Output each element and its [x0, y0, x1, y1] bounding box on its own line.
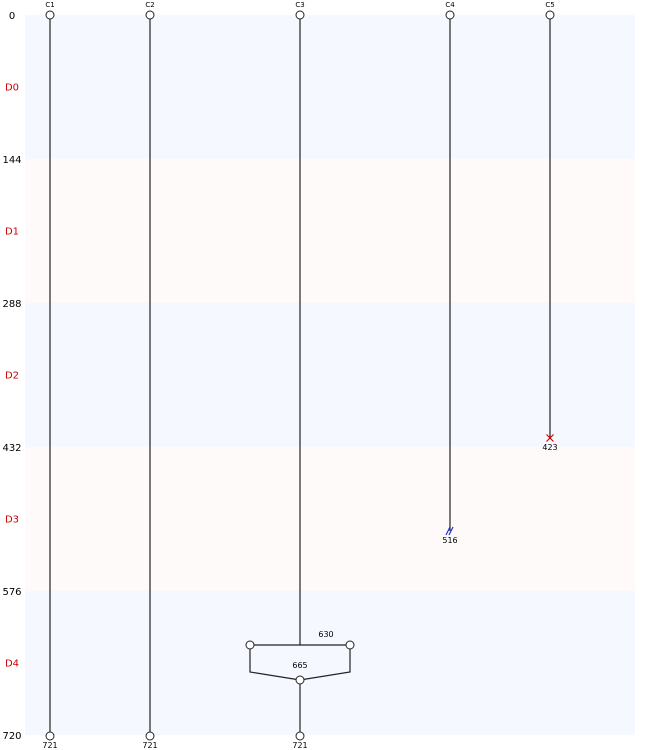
- band-label-d3: D3: [5, 515, 19, 526]
- column-start-node-c5: [545, 10, 555, 20]
- break-mark-c4: [445, 526, 451, 536]
- column-end-node-c2: [145, 731, 155, 741]
- column-label-c5: C5: [545, 1, 554, 9]
- column-end-label-c3: 721: [292, 741, 307, 750]
- band-label-d2: D2: [5, 371, 19, 382]
- column-end-label-c5: 423: [542, 443, 557, 452]
- column-end-label-c1: 721: [42, 741, 57, 750]
- branch-right-path: [299, 645, 351, 681]
- y-tick-label: 144: [2, 155, 21, 166]
- column-label-c2: C2: [145, 1, 154, 9]
- band-d1: [25, 159, 635, 303]
- column-label-c4: C4: [445, 1, 455, 9]
- branch-split-label: 630: [318, 630, 333, 639]
- y-tick-label: 0: [9, 11, 15, 22]
- column-end-node-c1: [45, 731, 55, 741]
- band-label-d1: D1: [5, 227, 19, 238]
- column-label-c1: C1: [45, 1, 54, 9]
- band-d2: [25, 303, 635, 447]
- branch-right-node: [345, 640, 355, 650]
- y-tick-label: 720: [2, 731, 21, 742]
- branch-left-node: [245, 640, 255, 650]
- branch-merge-label: 665: [292, 661, 307, 670]
- y-tick-label: 288: [2, 299, 21, 310]
- column-start-node-c4: [445, 10, 455, 20]
- band-d4: [25, 591, 635, 735]
- column-start-node-c3: [295, 10, 305, 20]
- break-mark-c4-b: [448, 526, 454, 536]
- band-label-d4: D4: [5, 659, 19, 670]
- column-end-label-c2: 721: [142, 741, 157, 750]
- y-tick-label: 576: [2, 587, 21, 598]
- column-end-node-c3: [295, 731, 305, 741]
- terminate-mark-c5-b: [546, 434, 554, 442]
- branch-left-path: [249, 645, 301, 681]
- column-end-label-c4: 516: [442, 536, 457, 545]
- column-start-node-c2: [145, 10, 155, 20]
- band-d3: [25, 447, 635, 591]
- branch-merge-node: [295, 675, 305, 685]
- column-start-node-c1: [45, 10, 55, 20]
- y-tick-label: 432: [2, 443, 21, 454]
- band-label-d0: D0: [5, 83, 19, 94]
- column-label-c3: C3: [295, 1, 304, 9]
- band-d0: [25, 15, 635, 159]
